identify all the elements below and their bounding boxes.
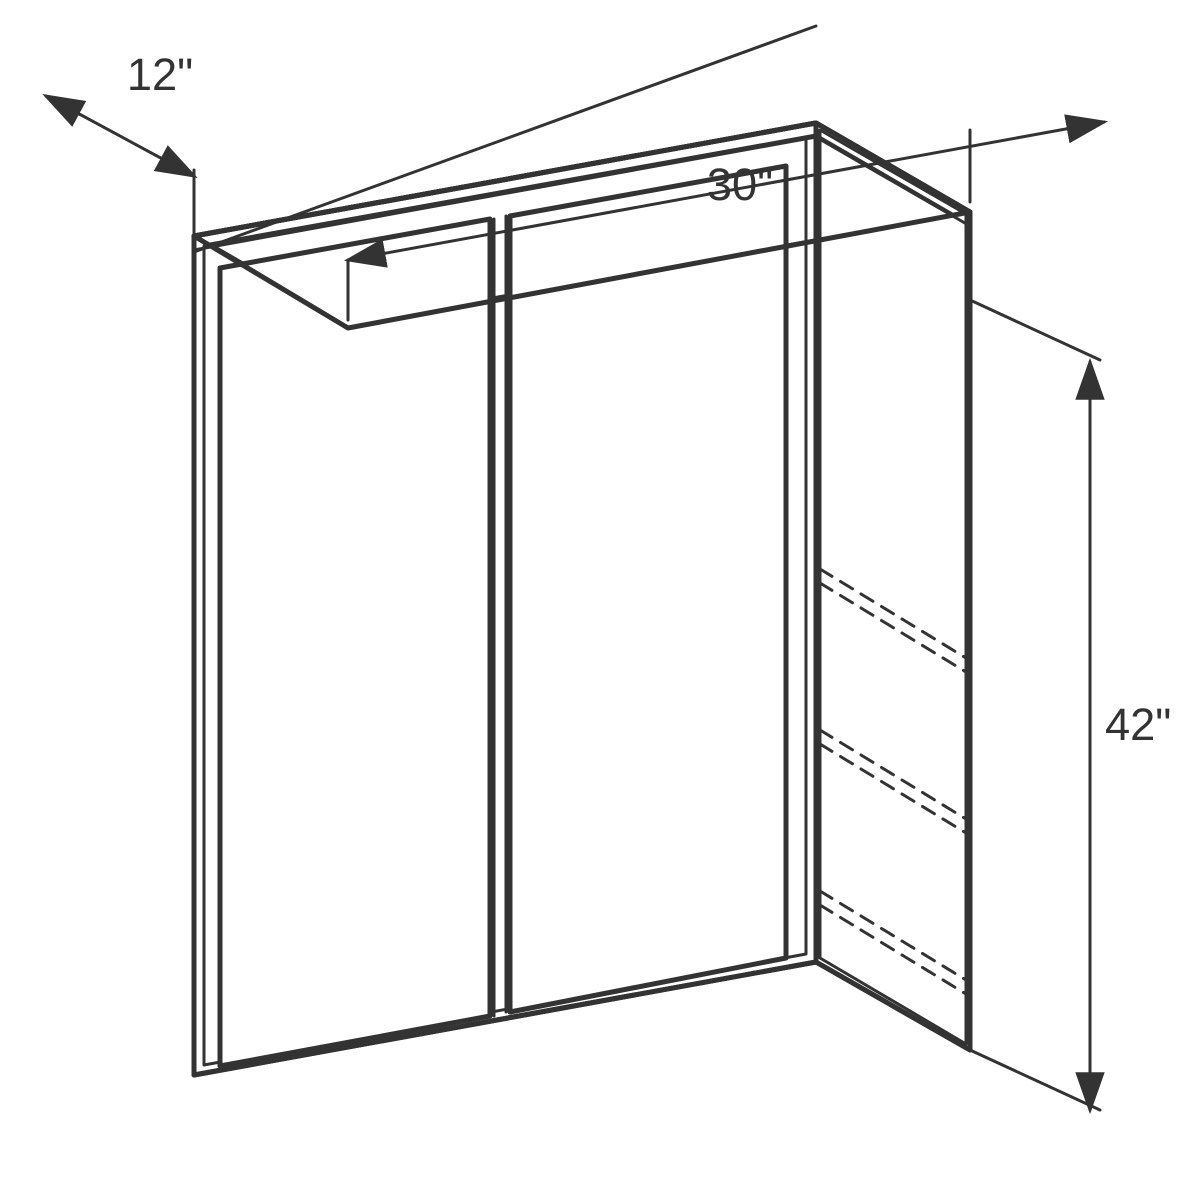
dimension-depth-label: 12" [127, 49, 193, 100]
dimension-width-label: 30" [707, 159, 773, 210]
dimension-height-label: 42" [1105, 699, 1171, 750]
cabinet-diagram: 12" 30" 42" [0, 0, 1200, 1200]
